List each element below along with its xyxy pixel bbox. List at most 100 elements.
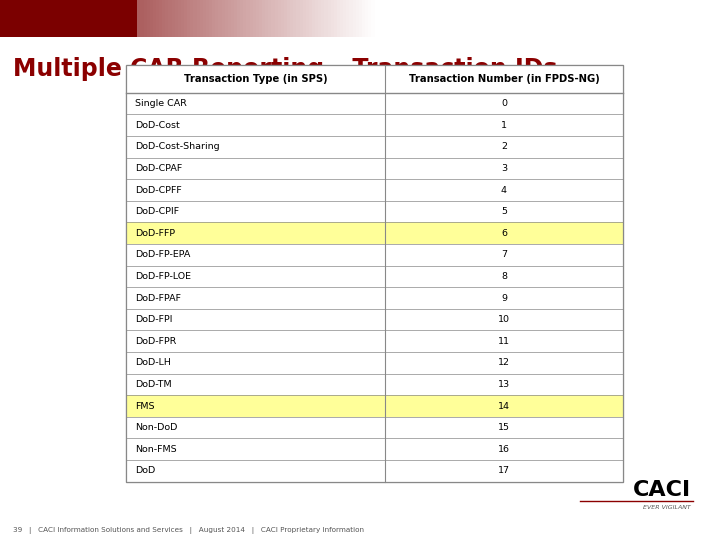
Bar [35, 0, 38, 37]
Text: 39   |   CACI Information Solutions and Services   |   August 2014   |   CACI Pr: 39 | CACI Information Solutions and Serv… [13, 526, 364, 534]
Text: DoD-FPI: DoD-FPI [135, 315, 172, 324]
Bar [356, 0, 359, 37]
Bar [206, 0, 210, 37]
Bar [199, 0, 204, 37]
Bar [162, 0, 166, 37]
Bar [309, 0, 312, 37]
Bar [269, 0, 272, 37]
Bar [84, 0, 88, 37]
Bar [138, 0, 141, 37]
Bar [287, 0, 291, 37]
Bar [25, 0, 29, 37]
Text: EVER VIGILANT: EVER VIGILANT [644, 505, 691, 510]
Bar [126, 309, 623, 330]
Bar [126, 352, 623, 374]
Text: DoD: DoD [135, 467, 155, 475]
Bar [156, 0, 160, 37]
Bar [94, 0, 97, 37]
Text: FMS: FMS [135, 402, 154, 410]
Bar [265, 0, 269, 37]
Text: DoD-FP-LOE: DoD-FP-LOE [135, 272, 191, 281]
Text: 4: 4 [501, 186, 507, 194]
Text: DoD-Cost: DoD-Cost [135, 121, 179, 130]
Bar [106, 0, 110, 37]
Bar [100, 0, 104, 37]
Bar [140, 0, 144, 37]
Bar [159, 0, 163, 37]
Bar [0, 0, 4, 37]
Bar [372, 0, 375, 37]
Bar [31, 0, 35, 37]
Bar [126, 460, 623, 482]
Bar [168, 0, 172, 37]
Bar [126, 438, 623, 460]
Text: Single CAR: Single CAR [135, 99, 186, 108]
Bar [103, 0, 107, 37]
Bar [340, 0, 344, 37]
Bar [131, 0, 135, 37]
Bar [119, 0, 122, 37]
Bar [181, 0, 185, 37]
Bar [126, 136, 623, 158]
Bar [246, 0, 251, 37]
Bar [19, 0, 22, 37]
Bar [240, 0, 244, 37]
Bar [215, 0, 219, 37]
Bar [190, 0, 194, 37]
Bar [346, 0, 350, 37]
Bar [126, 65, 623, 482]
Text: DoD-FFP: DoD-FFP [135, 229, 175, 238]
Text: 17: 17 [498, 467, 510, 475]
Bar [126, 179, 623, 201]
Text: Multiple CAR Reporting – Transaction IDs: Multiple CAR Reporting – Transaction IDs [13, 57, 557, 80]
Bar [209, 0, 213, 37]
Text: 16: 16 [498, 445, 510, 454]
Bar [68, 0, 73, 37]
Bar [150, 0, 153, 37]
Text: 7: 7 [501, 251, 507, 259]
Bar [126, 114, 623, 136]
Bar [234, 0, 238, 37]
Bar [56, 0, 60, 37]
Bar [259, 0, 263, 37]
Text: DoD-LH: DoD-LH [135, 359, 171, 367]
Bar [75, 0, 78, 37]
Bar [278, 0, 282, 37]
Bar [166, 0, 169, 37]
Bar [325, 0, 328, 37]
Text: 0: 0 [501, 99, 507, 108]
Bar [91, 0, 94, 37]
Text: 3: 3 [501, 164, 507, 173]
Bar [126, 201, 623, 222]
Bar [50, 0, 54, 37]
Text: 5: 5 [501, 207, 507, 216]
Bar [9, 0, 13, 37]
Bar [126, 417, 623, 438]
Bar [318, 0, 322, 37]
Text: 9: 9 [501, 294, 507, 302]
Text: DoD-TM: DoD-TM [135, 380, 171, 389]
Bar [250, 0, 253, 37]
Bar [109, 0, 113, 37]
Bar [122, 0, 125, 37]
Bar [126, 93, 623, 114]
Bar [126, 330, 623, 352]
Bar [284, 0, 288, 37]
Text: DoD-FPR: DoD-FPR [135, 337, 176, 346]
Text: DoD-Cost-Sharing: DoD-Cost-Sharing [135, 143, 220, 151]
Bar [300, 0, 303, 37]
Text: Transaction Type (in SPS): Transaction Type (in SPS) [184, 74, 328, 84]
Bar [237, 0, 241, 37]
Bar [28, 0, 32, 37]
Text: DoD-FPAF: DoD-FPAF [135, 294, 181, 302]
Bar [184, 0, 188, 37]
Bar [212, 0, 216, 37]
Bar [349, 0, 354, 37]
Bar [281, 0, 284, 37]
Bar [96, 0, 101, 37]
Bar [222, 0, 225, 37]
Bar [368, 0, 372, 37]
Bar [72, 0, 76, 37]
Bar [134, 0, 138, 37]
Bar [353, 0, 356, 37]
